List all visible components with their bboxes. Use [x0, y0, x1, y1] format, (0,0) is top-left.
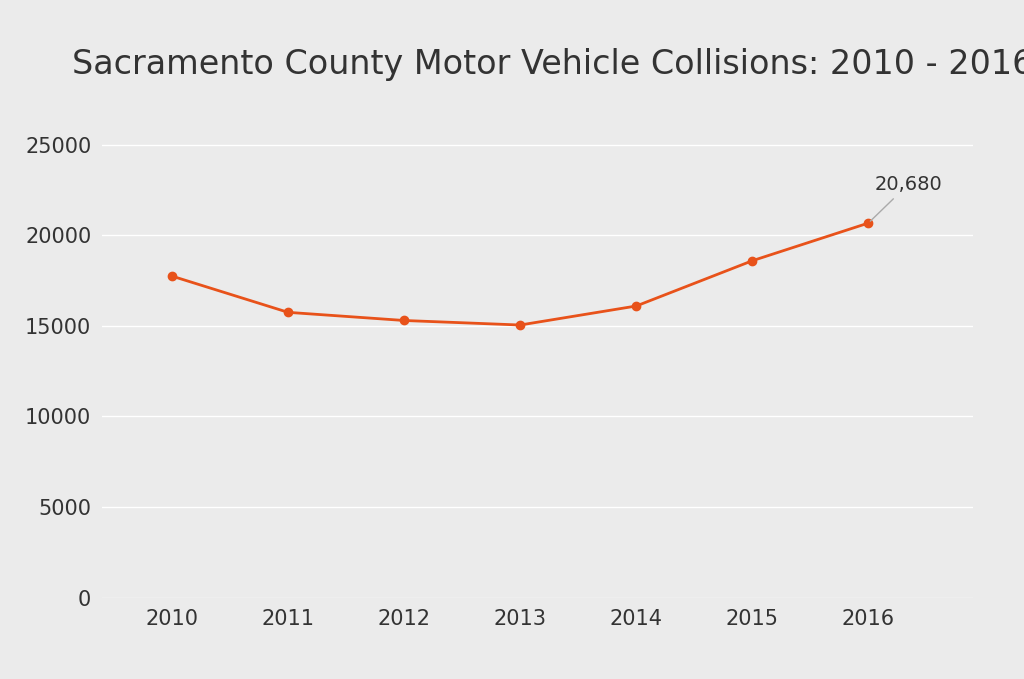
Text: 20,680: 20,680	[870, 175, 942, 221]
Text: Sacramento County Motor Vehicle Collisions: 2010 - 2016: Sacramento County Motor Vehicle Collisio…	[72, 48, 1024, 81]
